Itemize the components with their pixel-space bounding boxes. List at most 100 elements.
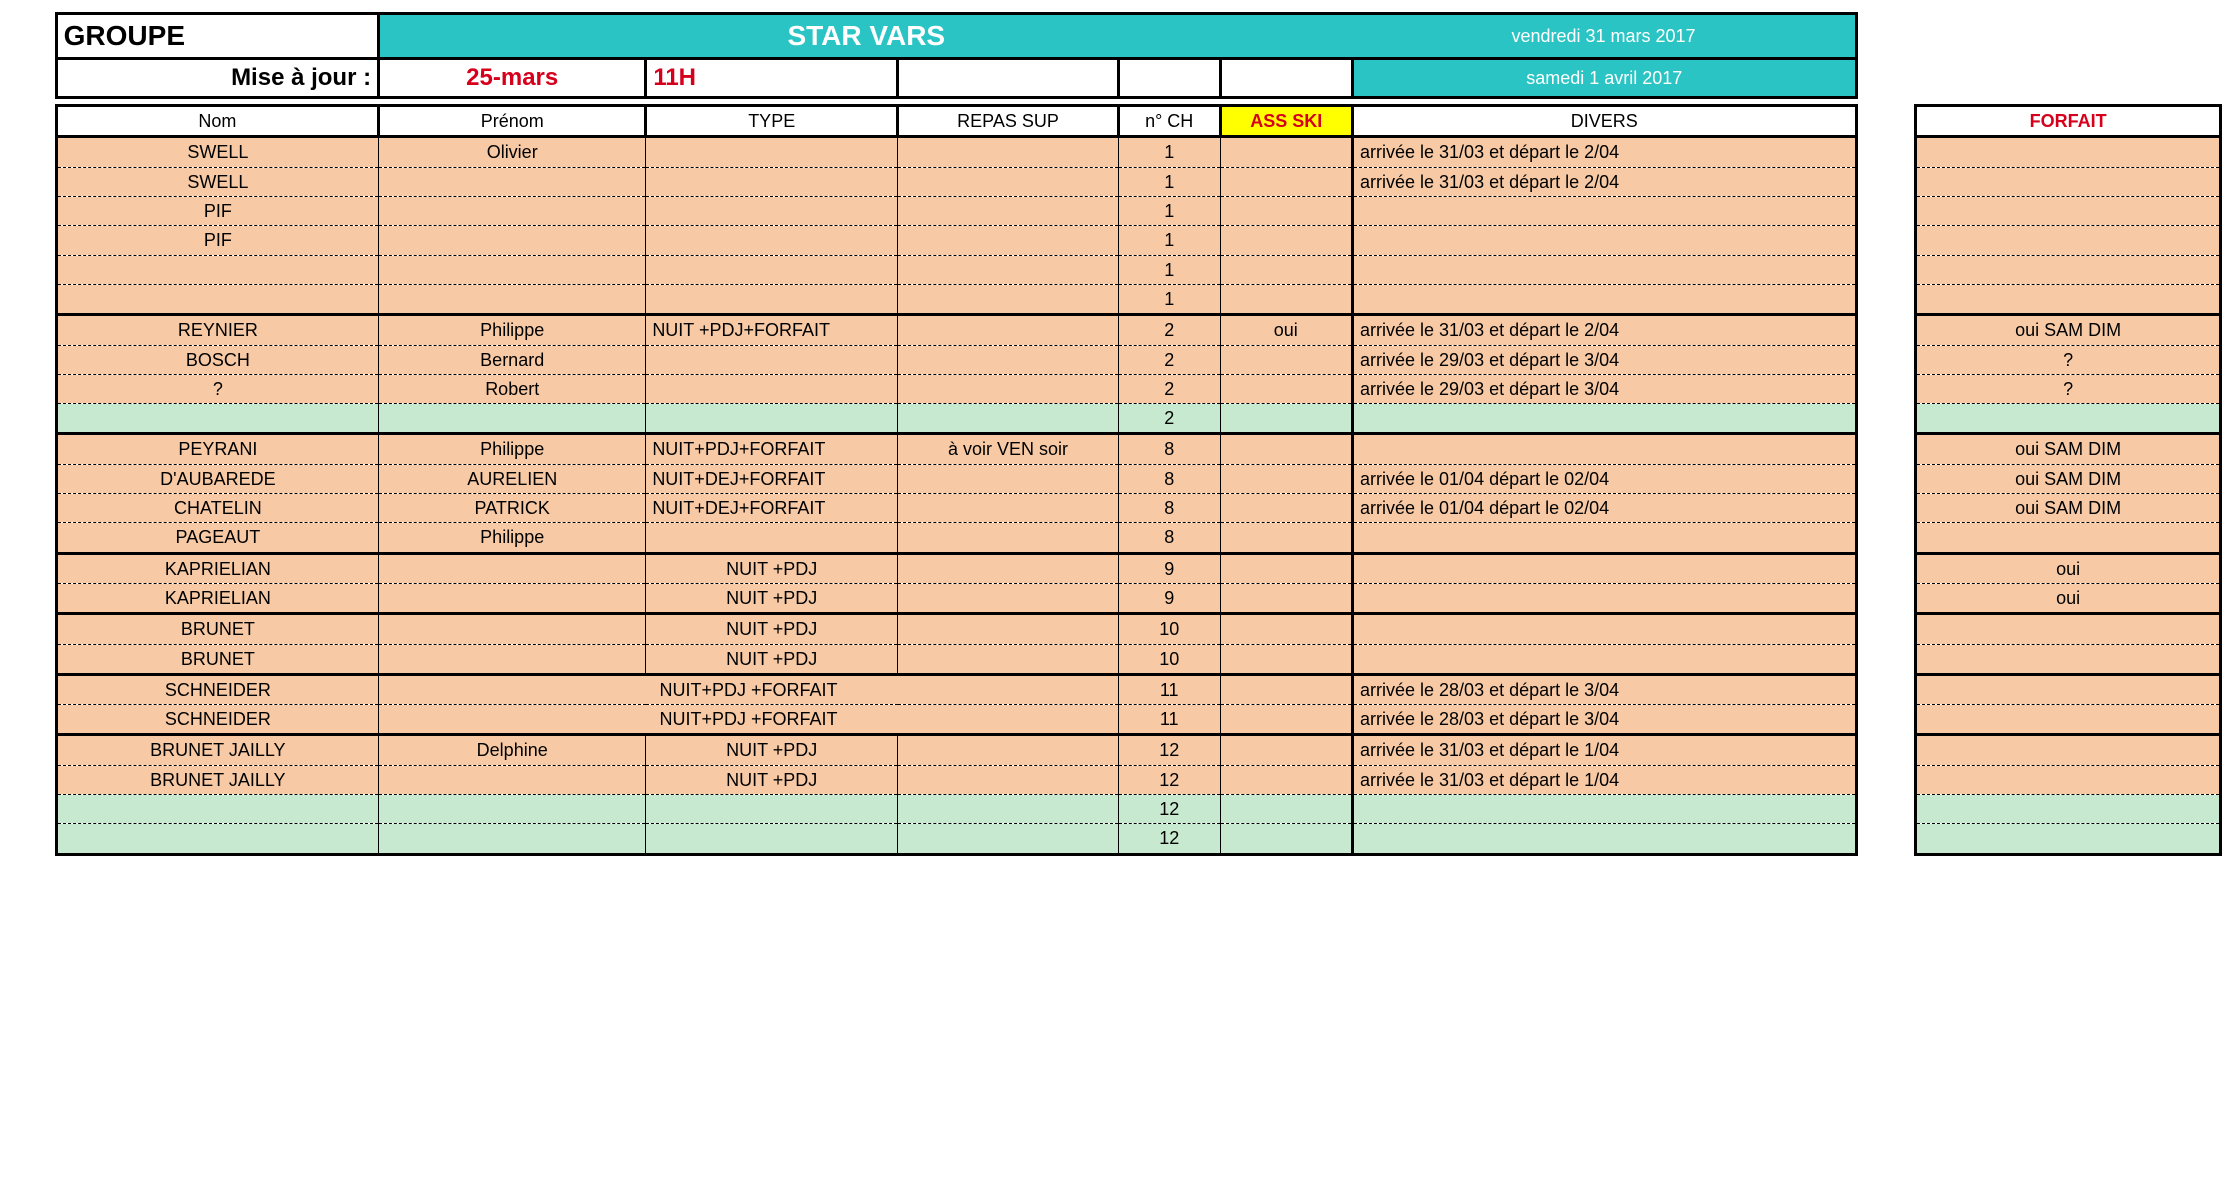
cell-nom <box>56 404 378 434</box>
header-row-2: Mise à jour : 25-mars 11H samedi 1 avril… <box>12 58 2221 97</box>
cell-divers <box>1353 226 1857 255</box>
table-row: BRUNET JAILLYNUIT +PDJ12arrivée le 31/03… <box>12 765 2221 794</box>
cell-ch: 2 <box>1118 315 1220 345</box>
cell-type <box>646 137 898 167</box>
cell-forfait <box>1916 284 2221 314</box>
cell-ass <box>1220 434 1353 464</box>
cell-forfait <box>1916 523 2221 553</box>
cell-ass <box>1220 614 1353 644</box>
cell-ass <box>1220 523 1353 553</box>
cell-ch: 8 <box>1118 434 1220 464</box>
col-repas: REPAS SUP <box>898 106 1119 137</box>
col-nom: Nom <box>56 106 378 137</box>
cell-type <box>646 824 898 854</box>
cell-divers: arrivée le 31/03 et départ le 2/04 <box>1353 315 1857 345</box>
cell-ass <box>1220 705 1353 735</box>
cell-prenom <box>379 614 646 644</box>
table-row: REYNIERPhilippeNUIT +PDJ+FORFAIT2ouiarri… <box>12 315 2221 345</box>
cell-divers: arrivée le 01/04 départ le 02/04 <box>1353 494 1857 523</box>
cell-prenom <box>379 583 646 613</box>
cell-ch: 1 <box>1118 167 1220 196</box>
table-row: KAPRIELIANNUIT +PDJ9oui <box>12 553 2221 583</box>
cell-repas <box>898 284 1119 314</box>
table-row: 12 <box>12 824 2221 854</box>
cell-ch: 8 <box>1118 464 1220 493</box>
cell-ass <box>1220 583 1353 613</box>
maj-label: Mise à jour : <box>56 58 378 97</box>
cell-ch: 12 <box>1118 765 1220 794</box>
cell-divers: arrivée le 29/03 et départ le 3/04 <box>1353 345 1857 374</box>
table-row: 12 <box>12 795 2221 824</box>
cell-ass <box>1220 167 1353 196</box>
cell-prenom <box>379 765 646 794</box>
cell-ass <box>1220 553 1353 583</box>
table-row: 2 <box>12 404 2221 434</box>
cell-nom: SCHNEIDER <box>56 674 378 704</box>
cell-type: NUIT +PDJ <box>646 553 898 583</box>
cell-divers: arrivée le 28/03 et départ le 3/04 <box>1353 705 1857 735</box>
cell-ass <box>1220 674 1353 704</box>
cell-divers <box>1353 284 1857 314</box>
cell-prenom <box>379 795 646 824</box>
cell-repas <box>898 197 1119 226</box>
cell-divers: arrivée le 31/03 et départ le 2/04 <box>1353 137 1857 167</box>
cell-ass: oui <box>1220 315 1353 345</box>
cell-ch: 12 <box>1118 735 1220 765</box>
cell-prenom: Delphine <box>379 735 646 765</box>
cell-repas <box>898 374 1119 403</box>
cell-divers <box>1353 553 1857 583</box>
cell-type <box>646 226 898 255</box>
cell-divers <box>1353 583 1857 613</box>
cell-ass <box>1220 494 1353 523</box>
cell-ch: 2 <box>1118 404 1220 434</box>
cell-repas <box>898 795 1119 824</box>
cell-ch: 12 <box>1118 824 1220 854</box>
cell-forfait <box>1916 404 2221 434</box>
cell-nom: BRUNET JAILLY <box>56 765 378 794</box>
cell-type <box>646 523 898 553</box>
cell-ass <box>1220 345 1353 374</box>
cell-type <box>646 284 898 314</box>
table-row: BRUNETNUIT +PDJ10 <box>12 614 2221 644</box>
column-header-row: Nom Prénom TYPE REPAS SUP n° CH ASS SKI … <box>12 106 2221 137</box>
cell-ass <box>1220 226 1353 255</box>
sheet-table: GROUPE STAR VARS vendredi 31 mars 2017 M… <box>12 12 2222 856</box>
cell-nom <box>56 284 378 314</box>
table-row: PIF1 <box>12 197 2221 226</box>
cell-type: NUIT+PDJ+FORFAIT <box>646 434 898 464</box>
cell-repas <box>898 345 1119 374</box>
cell-prenom: Philippe <box>379 315 646 345</box>
cell-divers <box>1353 404 1857 434</box>
cell-ch: 9 <box>1118 553 1220 583</box>
cell-ass <box>1220 197 1353 226</box>
cell-nom: PIF <box>56 197 378 226</box>
cell-nom: PEYRANI <box>56 434 378 464</box>
table-row: BRUNET JAILLYDelphineNUIT +PDJ12arrivée … <box>12 735 2221 765</box>
cell-type: NUIT +PDJ <box>646 735 898 765</box>
cell-prenom: Bernard <box>379 345 646 374</box>
maj-date: 25-mars <box>379 58 646 97</box>
cell-forfait <box>1916 644 2221 674</box>
cell-forfait <box>1916 167 2221 196</box>
cell-prenom <box>379 404 646 434</box>
cell-ch: 10 <box>1118 614 1220 644</box>
cell-ch: 11 <box>1118 674 1220 704</box>
cell-repas <box>898 255 1119 284</box>
cell-nom: BOSCH <box>56 345 378 374</box>
cell-repas <box>898 404 1119 434</box>
table-row: SCHNEIDERNUIT+PDJ +FORFAIT11arrivée le 2… <box>12 705 2221 735</box>
table-row: BOSCHBernard2arrivée le 29/03 et départ … <box>12 345 2221 374</box>
cell-forfait <box>1916 614 2221 644</box>
cell-divers <box>1353 197 1857 226</box>
cell-nom: PIF <box>56 226 378 255</box>
cell-ch: 1 <box>1118 137 1220 167</box>
cell-type <box>646 345 898 374</box>
cell-nom <box>56 255 378 284</box>
cell-repas <box>898 523 1119 553</box>
cell-nom: PAGEAUT <box>56 523 378 553</box>
cell-prenom <box>379 197 646 226</box>
col-ch: n° CH <box>1118 106 1220 137</box>
cell-prenom <box>379 167 646 196</box>
cell-type <box>646 255 898 284</box>
cell-type <box>646 197 898 226</box>
